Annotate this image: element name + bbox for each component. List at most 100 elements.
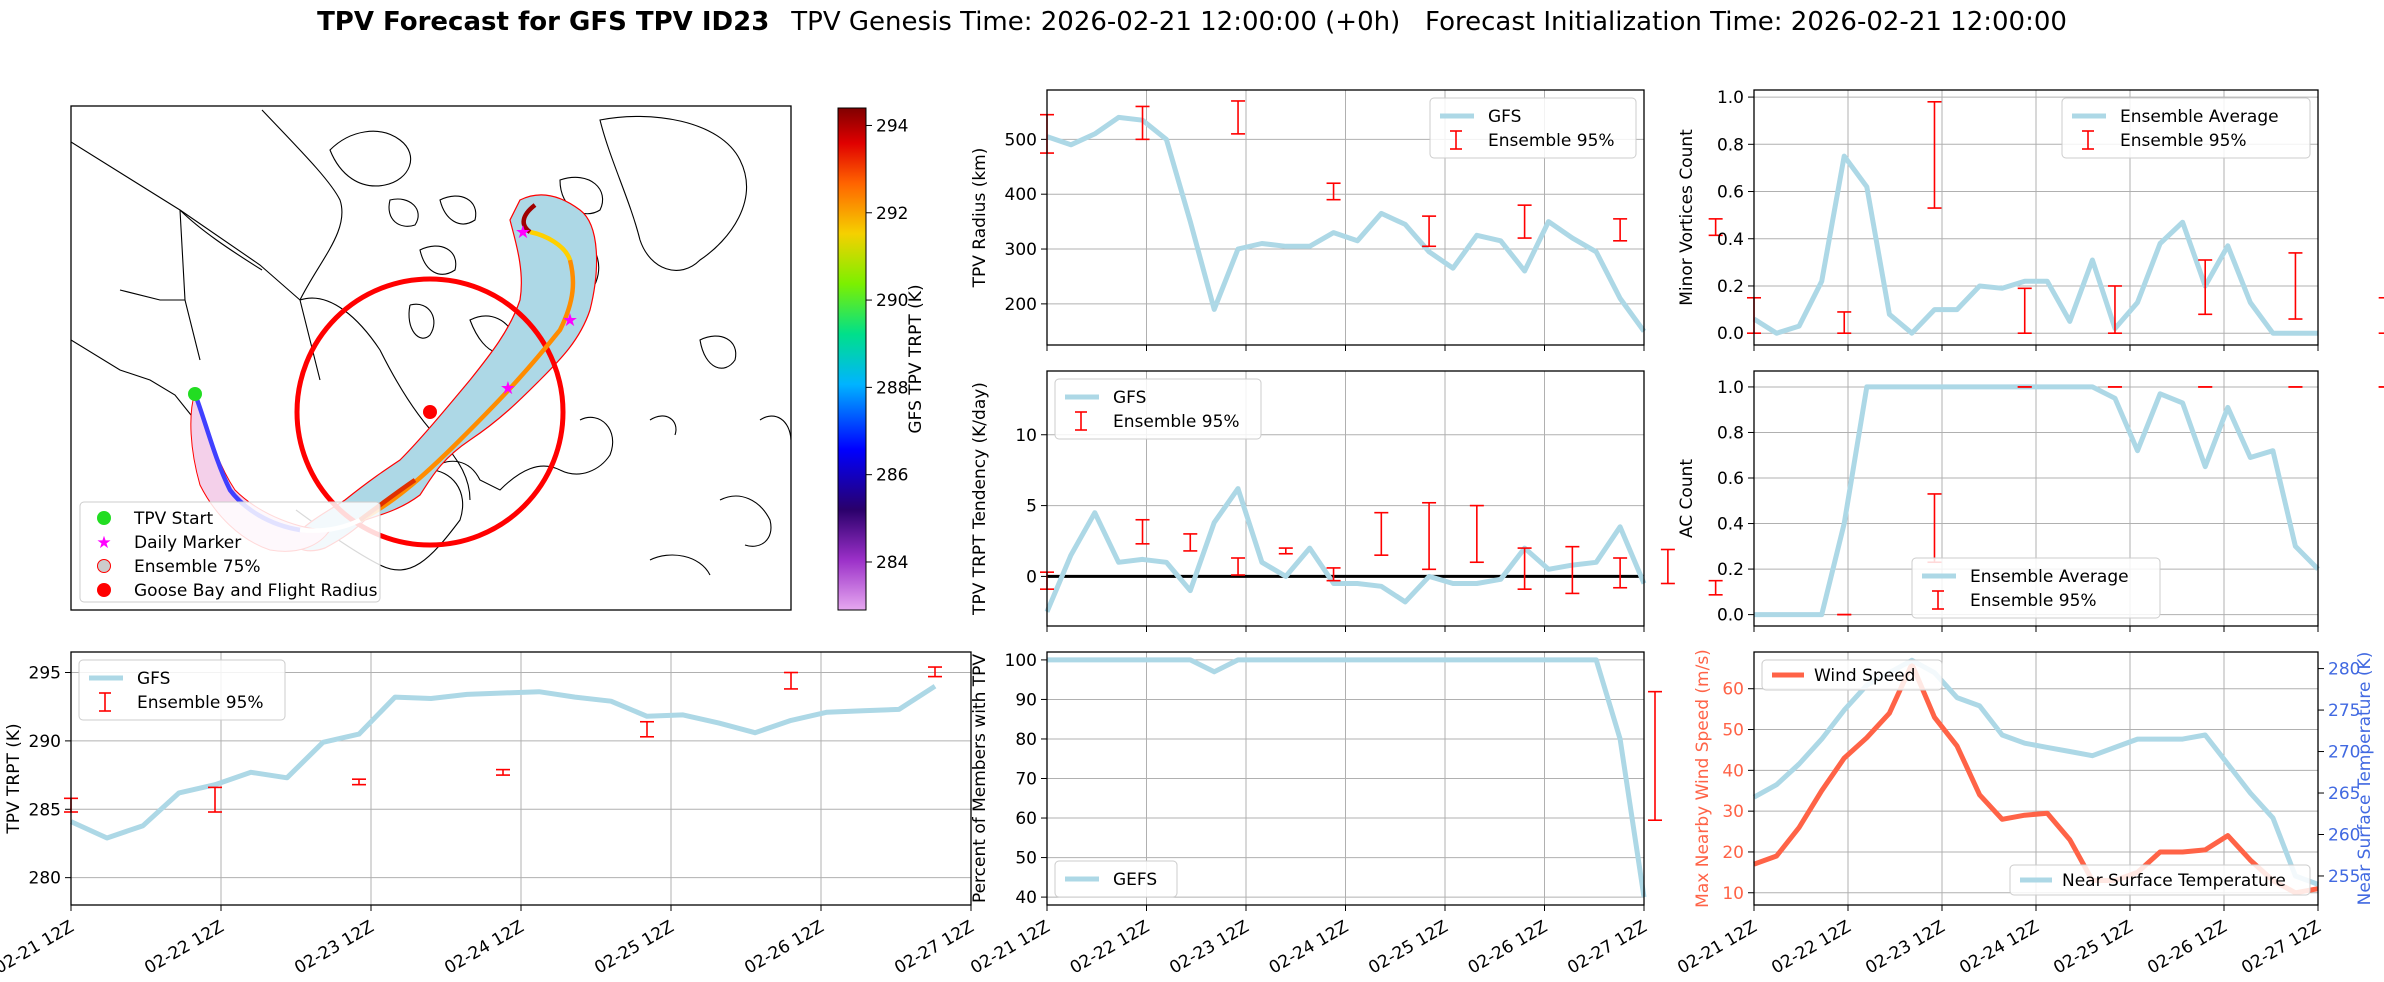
legend-label: Ensemble 95% [2120,131,2247,151]
colorbar-tick-label: 288 [876,378,908,398]
figure-title-rest: TPV Genesis Time: 2026-02-21 12:00:00 (+… [790,7,2067,37]
legend-label: Ensemble Average [1970,567,2129,587]
tendency-errorbar [1517,547,1532,590]
radius-errorbar [1517,204,1532,239]
goose-bay-marker [423,405,437,419]
colorbar-tick-label: 286 [876,466,908,486]
legend-label: Wind Speed [1814,666,1915,686]
wind-ytick2-label: 265 [2328,784,2360,804]
tendency-errorbar [1565,545,1580,595]
tendency-legend: GFS Ensemble 95% [1054,378,1262,440]
tendency-errorbar [1469,504,1484,564]
members-xtick-label: 02-26 12Z [1465,917,1551,978]
trpt-xtick-label: 02-24 12Z [441,917,527,978]
members-ytick-label: 70 [1015,770,1037,790]
trpt-errorbar [928,666,942,678]
wind-ytick2-label: 275 [2328,701,2360,721]
legend-label: Ensemble 95% [1113,412,1240,432]
figure-title-bold: TPV Forecast for GFS TPV ID23 [317,7,769,37]
members-series-line-0 [1047,657,1647,898]
legend-label: GFS [1488,107,1521,127]
minor-errorbar [1927,101,1942,209]
members-panel: 02-21 12Z 02-22 12Z 02-23 12Z 02-24 12Z 02-2… [967,651,1650,978]
minor-ytick-label: 0.4 [1717,230,1744,250]
wind-ytick2-label: 270 [2328,743,2360,763]
ac-ytick-label: 1.0 [1717,378,1744,398]
wind-frame [1753,651,2319,906]
legend-label: Ensemble Average [2120,107,2279,127]
legend-box [1761,659,1943,691]
trpt-errorbar [496,768,510,776]
ac-ytick-label: 0.2 [1717,560,1744,580]
wind-legend-temp: Near Surface Temperature [2009,864,2311,896]
tendency-panel: 0 5 10 TPV TRPT Tendency (K/day) GFS Ensemble… [970,370,2201,632]
wind-ylabel: Max Nearby Wind Speed (m/s) [1693,649,1713,908]
minor-frame [1753,89,2319,346]
members-ytick-label: 80 [1015,730,1037,750]
minor-ytick-label: 0.6 [1717,183,1744,203]
trpt-xtick-label: 02-23 12Z [291,917,377,978]
tendency-errorbar [1183,533,1198,552]
wind-ytick-label: 30 [1722,802,1744,822]
radius-ytick-label: 400 [1005,185,1037,205]
members-frame [1046,651,1645,906]
radius-panel: 200 300 400 500 TPV Radius (km) GFS Ensemble 9… [970,89,2201,351]
legend-label: GFS [1113,388,1146,408]
wind-temp-panel: 02-21 12Z 02-22 12Z 02-23 12Z 02-24 12Z 02-2… [1674,649,2375,978]
colorbar-tick-label: 290 [876,291,908,311]
legend-box [1429,97,1637,159]
minor-errorbar [1837,311,1852,334]
legend-box [1054,860,1178,898]
wind-ytick-label: 20 [1722,843,1744,863]
daily-marker: ★ [515,222,531,243]
radius-errorbar [1422,215,1437,248]
wind-ytick-label: 10 [1722,884,1744,904]
svg-text:★: ★ [96,533,111,553]
trpt-errorbar [352,778,366,786]
minor-errorbar [2288,252,2303,320]
minor-legend: Ensemble Average Ensemble 95% [2061,97,2311,159]
map-panel: ★ ★ ★ TPV Start ★ Daily Marker Ensemble … [70,105,926,611]
minor-vortices-panel: 0.0 0.2 0.4 0.6 0.8 1.0 Minor Vortices Count En… [1677,88,2384,351]
colorbar-tick-label: 294 [876,116,908,136]
tendency-errorbar [1135,518,1150,545]
ac-ylabel: AC Count [1677,459,1697,538]
radius-ylabel: TPV Radius (km) [970,148,990,289]
radius-errorbar [1326,182,1341,201]
ac-frame [1753,370,2319,627]
trpt-ytick-label: 295 [29,664,61,684]
tendency-errorbar [1231,557,1246,576]
radius-errorbar [1613,218,1628,242]
minor-ytick-label: 0.0 [1717,324,1744,344]
legend-box [2009,864,2311,896]
map-legend-ensemble: Ensemble 75% [134,557,261,577]
flight-radius-circle [294,276,566,548]
wind-xtick-label: 02-26 12Z [2144,917,2230,978]
wind-xtick-label: 02-23 12Z [1862,917,1948,978]
members-ytick-label: 60 [1015,809,1037,829]
map-legend-goose-bay: Goose Bay and Flight Radius [134,581,378,601]
tendency-ytick-label: 0 [1026,567,1037,587]
members-xtick-label: 02-24 12Z [1266,917,1352,978]
trpt-xtick-label: 02-27 12Z [891,917,977,978]
tendency-errorbar [1660,548,1675,585]
trpt-errorbar [1648,690,1662,822]
radius-errorbar [1135,105,1150,141]
members-ytick-label: 40 [1015,888,1037,908]
tendency-errorbar [1613,557,1628,589]
minor-errorbar [2107,285,2122,334]
wind-ytick2-label: 260 [2328,825,2360,845]
trpt-ytick-label: 285 [29,800,61,820]
radius-ytick-label: 200 [1005,295,1037,315]
wind-series-line-0 [1753,661,2319,896]
coastlines [71,109,791,576]
members-xtick-label: 02-27 12Z [1564,917,1650,978]
trpt-errorbar [784,671,798,690]
colorbar-tick-label: 284 [876,553,908,573]
figure-title: TPV Forecast for GFS TPV ID23 TPV Genesis… [317,7,2067,37]
members-xtick-label: 02-23 12Z [1166,917,1252,978]
radius-ytick-label: 300 [1005,240,1037,260]
wind-xtick-label: 02-24 12Z [1956,917,2042,978]
minor-series-line-0 [1752,153,2318,336]
